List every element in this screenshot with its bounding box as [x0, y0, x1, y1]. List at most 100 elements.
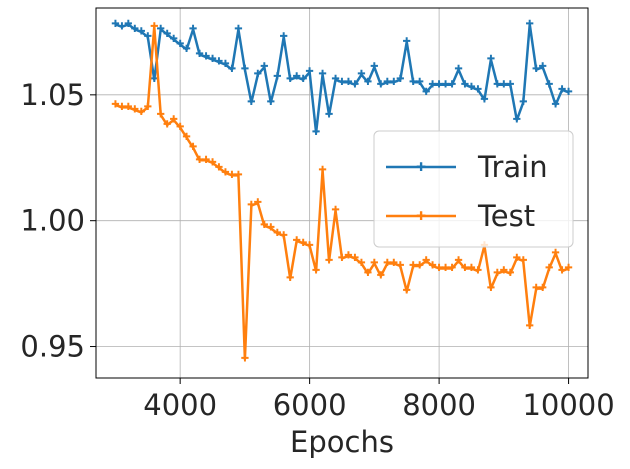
legend-box [373, 130, 574, 248]
data-point-train: ✚ [169, 34, 177, 45]
y-tick-label: 1.00 [20, 204, 85, 238]
data-point-test: ✚ [545, 263, 553, 274]
data-point-train: ✚ [234, 24, 242, 35]
data-point-train: ✚ [564, 87, 572, 98]
data-point-train: ✚ [383, 77, 391, 88]
data-point-test: ✚ [163, 120, 171, 131]
x-axis-label: Epochs [290, 425, 394, 459]
data-point-test: ✚ [364, 268, 372, 279]
axis-ticks: 4000 6000 8000 10000 0.95 1.00 1.05 [20, 78, 614, 422]
data-point-train: ✚ [422, 87, 430, 98]
data-point-test: ✚ [454, 255, 462, 266]
data-point-train: ✚ [474, 84, 482, 95]
data-point-train: ✚ [551, 99, 559, 110]
x-tick-label: 10000 [522, 388, 614, 422]
data-point-train: ✚ [532, 64, 540, 75]
data-point-test: ✚ [137, 107, 145, 118]
data-point-train: ✚ [506, 79, 514, 90]
legend-entry-train: ✚ Train [386, 150, 548, 184]
data-point-train: ✚ [260, 62, 268, 73]
legend: ✚ Train ✚ Test [373, 130, 574, 248]
data-point-train: ✚ [273, 72, 281, 83]
data-point-test: ✚ [415, 260, 423, 271]
x-tick-label: 6000 [273, 388, 347, 422]
data-point-train: ✚ [448, 79, 456, 90]
data-point-test: ✚ [292, 235, 300, 246]
data-point-test: ✚ [215, 162, 223, 173]
data-point-train: ✚ [215, 57, 223, 68]
y-tick-label: 0.95 [20, 330, 85, 364]
x-tick-label: 8000 [402, 388, 476, 422]
data-point-train: ✚ [454, 64, 462, 75]
legend-marker-train: ✚ [416, 160, 426, 174]
data-point-test: ✚ [564, 263, 572, 274]
legend-label-test: Test [477, 199, 535, 233]
data-point-test: ✚ [241, 354, 249, 365]
data-point-test: ✚ [176, 122, 184, 133]
data-point-test: ✚ [532, 283, 540, 294]
data-point-train: ✚ [390, 77, 398, 88]
data-point-train: ✚ [254, 69, 262, 80]
data-point-test: ✚ [526, 321, 534, 332]
data-point-train: ✚ [338, 77, 346, 88]
data-point-train: ✚ [331, 74, 339, 85]
data-point-train: ✚ [467, 82, 475, 93]
data-point-test: ✚ [403, 286, 411, 297]
data-point-test: ✚ [247, 200, 255, 211]
data-point-train: ✚ [461, 79, 469, 90]
data-point-test: ✚ [338, 253, 346, 264]
data-point-test: ✚ [182, 132, 190, 143]
data-point-train: ✚ [325, 109, 333, 120]
data-point-test: ✚ [267, 223, 275, 234]
data-point-test: ✚ [344, 250, 352, 261]
data-point-train: ✚ [111, 19, 119, 30]
data-point-test: ✚ [312, 266, 320, 277]
data-point-test: ✚ [221, 167, 229, 178]
data-point-train: ✚ [487, 54, 495, 65]
data-point-test: ✚ [396, 260, 404, 271]
data-point-train: ✚ [286, 74, 294, 85]
data-point-test: ✚ [195, 155, 203, 166]
data-point-test: ✚ [111, 99, 119, 110]
data-point-test: ✚ [202, 155, 210, 166]
data-point-test: ✚ [124, 102, 132, 113]
data-point-test: ✚ [474, 266, 482, 277]
data-point-test: ✚ [325, 255, 333, 266]
data-point-test: ✚ [441, 263, 449, 274]
legend-entry-test: ✚ Test [386, 199, 535, 233]
data-point-test: ✚ [370, 258, 378, 269]
data-point-test: ✚ [513, 253, 521, 264]
plot-area-frame [95, 7, 589, 379]
data-point-test: ✚ [254, 198, 262, 209]
data-point-train: ✚ [519, 97, 527, 108]
data-point-train: ✚ [118, 21, 126, 32]
data-point-test: ✚ [506, 268, 514, 279]
data-point-train: ✚ [351, 79, 359, 90]
y-tick-label: 1.05 [20, 78, 85, 112]
data-point-train: ✚ [247, 97, 255, 108]
data-point-test: ✚ [390, 258, 398, 269]
data-point-test: ✚ [169, 115, 177, 126]
data-point-train: ✚ [364, 77, 372, 88]
data-point-train: ✚ [150, 74, 158, 85]
data-point-train: ✚ [157, 24, 165, 35]
data-point-train: ✚ [409, 77, 417, 88]
data-point-test: ✚ [150, 21, 158, 32]
data-point-train: ✚ [415, 77, 423, 88]
data-point-train: ✚ [441, 79, 449, 90]
data-point-test: ✚ [118, 102, 126, 113]
data-point-test: ✚ [435, 263, 443, 274]
data-point-test: ✚ [519, 255, 527, 266]
data-point-train: ✚ [480, 94, 488, 105]
data-point-train: ✚ [299, 74, 307, 85]
data-point-train: ✚ [202, 52, 210, 63]
data-point-train: ✚ [221, 59, 229, 70]
data-point-test: ✚ [409, 260, 417, 271]
data-point-train: ✚ [208, 54, 216, 65]
data-point-train: ✚ [545, 79, 553, 90]
data-point-train: ✚ [124, 19, 132, 30]
data-point-train: ✚ [357, 69, 365, 80]
data-point-train: ✚ [377, 79, 385, 90]
grid-lines [96, 8, 588, 378]
